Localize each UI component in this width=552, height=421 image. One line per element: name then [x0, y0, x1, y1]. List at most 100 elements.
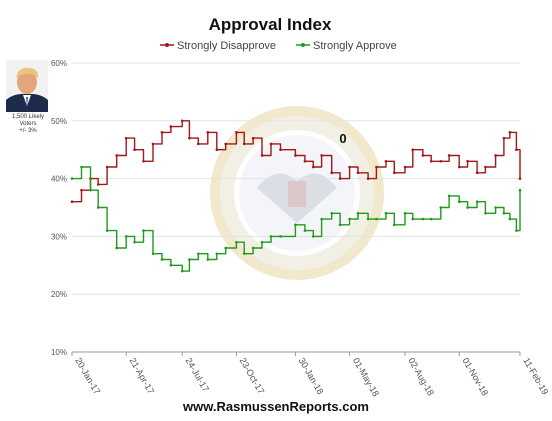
- data-point: [188, 136, 191, 140]
- x-tick-label: 30-Jan-18: [297, 356, 326, 396]
- data-point: [508, 217, 512, 221]
- data-point: [392, 171, 396, 175]
- data-point: [160, 258, 164, 261]
- data-point: [311, 165, 315, 169]
- data-point: [411, 217, 415, 221]
- data-point: [105, 165, 109, 169]
- data-point: [356, 171, 360, 175]
- x-tick-label: 01-May-18: [351, 356, 381, 398]
- data-point: [70, 177, 74, 180]
- data-point: [115, 246, 118, 250]
- data-point: [356, 211, 360, 215]
- data-point: [124, 136, 128, 140]
- y-axis: 10% 20% 30% 40% 50% 60%: [51, 59, 67, 357]
- data-point: [196, 142, 200, 146]
- data-point: [366, 177, 370, 180]
- chart-annotation: 0: [339, 131, 346, 146]
- data-point: [279, 235, 282, 238]
- data-point: [338, 177, 342, 180]
- chart-title: Approval Index: [209, 15, 332, 34]
- x-tick-label: 01-Nov-18: [461, 356, 491, 397]
- data-point: [180, 119, 184, 123]
- data-point: [294, 154, 297, 157]
- data-point: [457, 200, 461, 204]
- data-point: [115, 154, 118, 157]
- data-point: [235, 131, 238, 134]
- data-point: [224, 246, 228, 250]
- data-point: [439, 159, 443, 163]
- person-portrait-icon: [6, 60, 48, 112]
- data-point: [447, 154, 451, 157]
- caption-line-2: Voters: [19, 121, 37, 127]
- data-point: [508, 131, 512, 134]
- data-point: [169, 125, 173, 128]
- y-tick-label: 30%: [51, 232, 67, 241]
- data-point: [269, 142, 273, 146]
- data-point: [466, 206, 469, 209]
- data-point: [515, 148, 518, 151]
- data-point: [429, 217, 433, 221]
- presidential-seal-icon: [210, 106, 384, 280]
- data-point: [133, 148, 136, 151]
- y-tick-label: 40%: [51, 175, 67, 184]
- x-axis: 20-Jan-17 21-Apr-17 24-Jul-17 23-Oct-17 30-J…: [71, 352, 550, 398]
- data-point: [105, 229, 109, 232]
- data-point: [206, 131, 210, 134]
- data-point: [484, 211, 487, 215]
- data-point: [96, 183, 100, 186]
- data-point: [124, 235, 128, 238]
- data-point: [235, 240, 238, 244]
- legend-label: Strongly Disapprove: [177, 40, 276, 52]
- data-point: [338, 223, 342, 227]
- data-point: [151, 252, 155, 256]
- legend-marker: [165, 43, 169, 47]
- x-tick-label: 21-Apr-17: [127, 356, 156, 396]
- y-tick-label: 60%: [51, 59, 67, 68]
- legend-marker: [301, 43, 305, 47]
- data-point: [466, 159, 469, 163]
- data-point: [320, 154, 323, 157]
- data-point: [142, 229, 145, 232]
- x-tick-label: 20-Jan-17: [73, 356, 102, 396]
- data-point: [206, 258, 210, 261]
- y-tick-label: 50%: [51, 117, 67, 126]
- data-point: [518, 188, 522, 192]
- data-point: [196, 252, 200, 256]
- data-point: [411, 148, 415, 151]
- data-point: [447, 194, 451, 198]
- data-point: [384, 159, 388, 163]
- data-point: [180, 269, 184, 273]
- sample-caption: 1,500 Likely Voters +/- 3%: [2, 114, 54, 135]
- data-point: [392, 223, 396, 227]
- data-point: [160, 131, 164, 134]
- data-point: [330, 211, 334, 215]
- x-tick-label: 24-Jul-17: [183, 356, 210, 394]
- data-point: [294, 223, 297, 227]
- footer-site: www.RasmussenReports.com: [183, 399, 369, 414]
- data-point: [303, 159, 307, 163]
- series-line-strongly-disapprove: [72, 120, 521, 203]
- data-point: [215, 252, 219, 256]
- data-point: [80, 188, 83, 192]
- x-tick-label: 02-Aug-18: [406, 356, 436, 397]
- data-point: [515, 229, 518, 232]
- data-point: [330, 171, 334, 175]
- data-point: [384, 211, 388, 215]
- data-point: [260, 240, 264, 244]
- data-point: [142, 159, 145, 163]
- data-point: [303, 229, 307, 232]
- data-point: [151, 142, 155, 146]
- data-point: [518, 177, 522, 180]
- data-point: [348, 165, 351, 169]
- data-point: [475, 171, 479, 175]
- caption-line-3: +/- 3%: [19, 128, 37, 134]
- data-point: [502, 211, 506, 215]
- data-point: [80, 165, 83, 169]
- data-point: [320, 217, 323, 221]
- data-point: [242, 142, 246, 146]
- data-point: [269, 235, 273, 238]
- data-point: [242, 252, 246, 256]
- data-point: [260, 154, 264, 157]
- data-point: [251, 246, 255, 250]
- data-point: [348, 217, 351, 221]
